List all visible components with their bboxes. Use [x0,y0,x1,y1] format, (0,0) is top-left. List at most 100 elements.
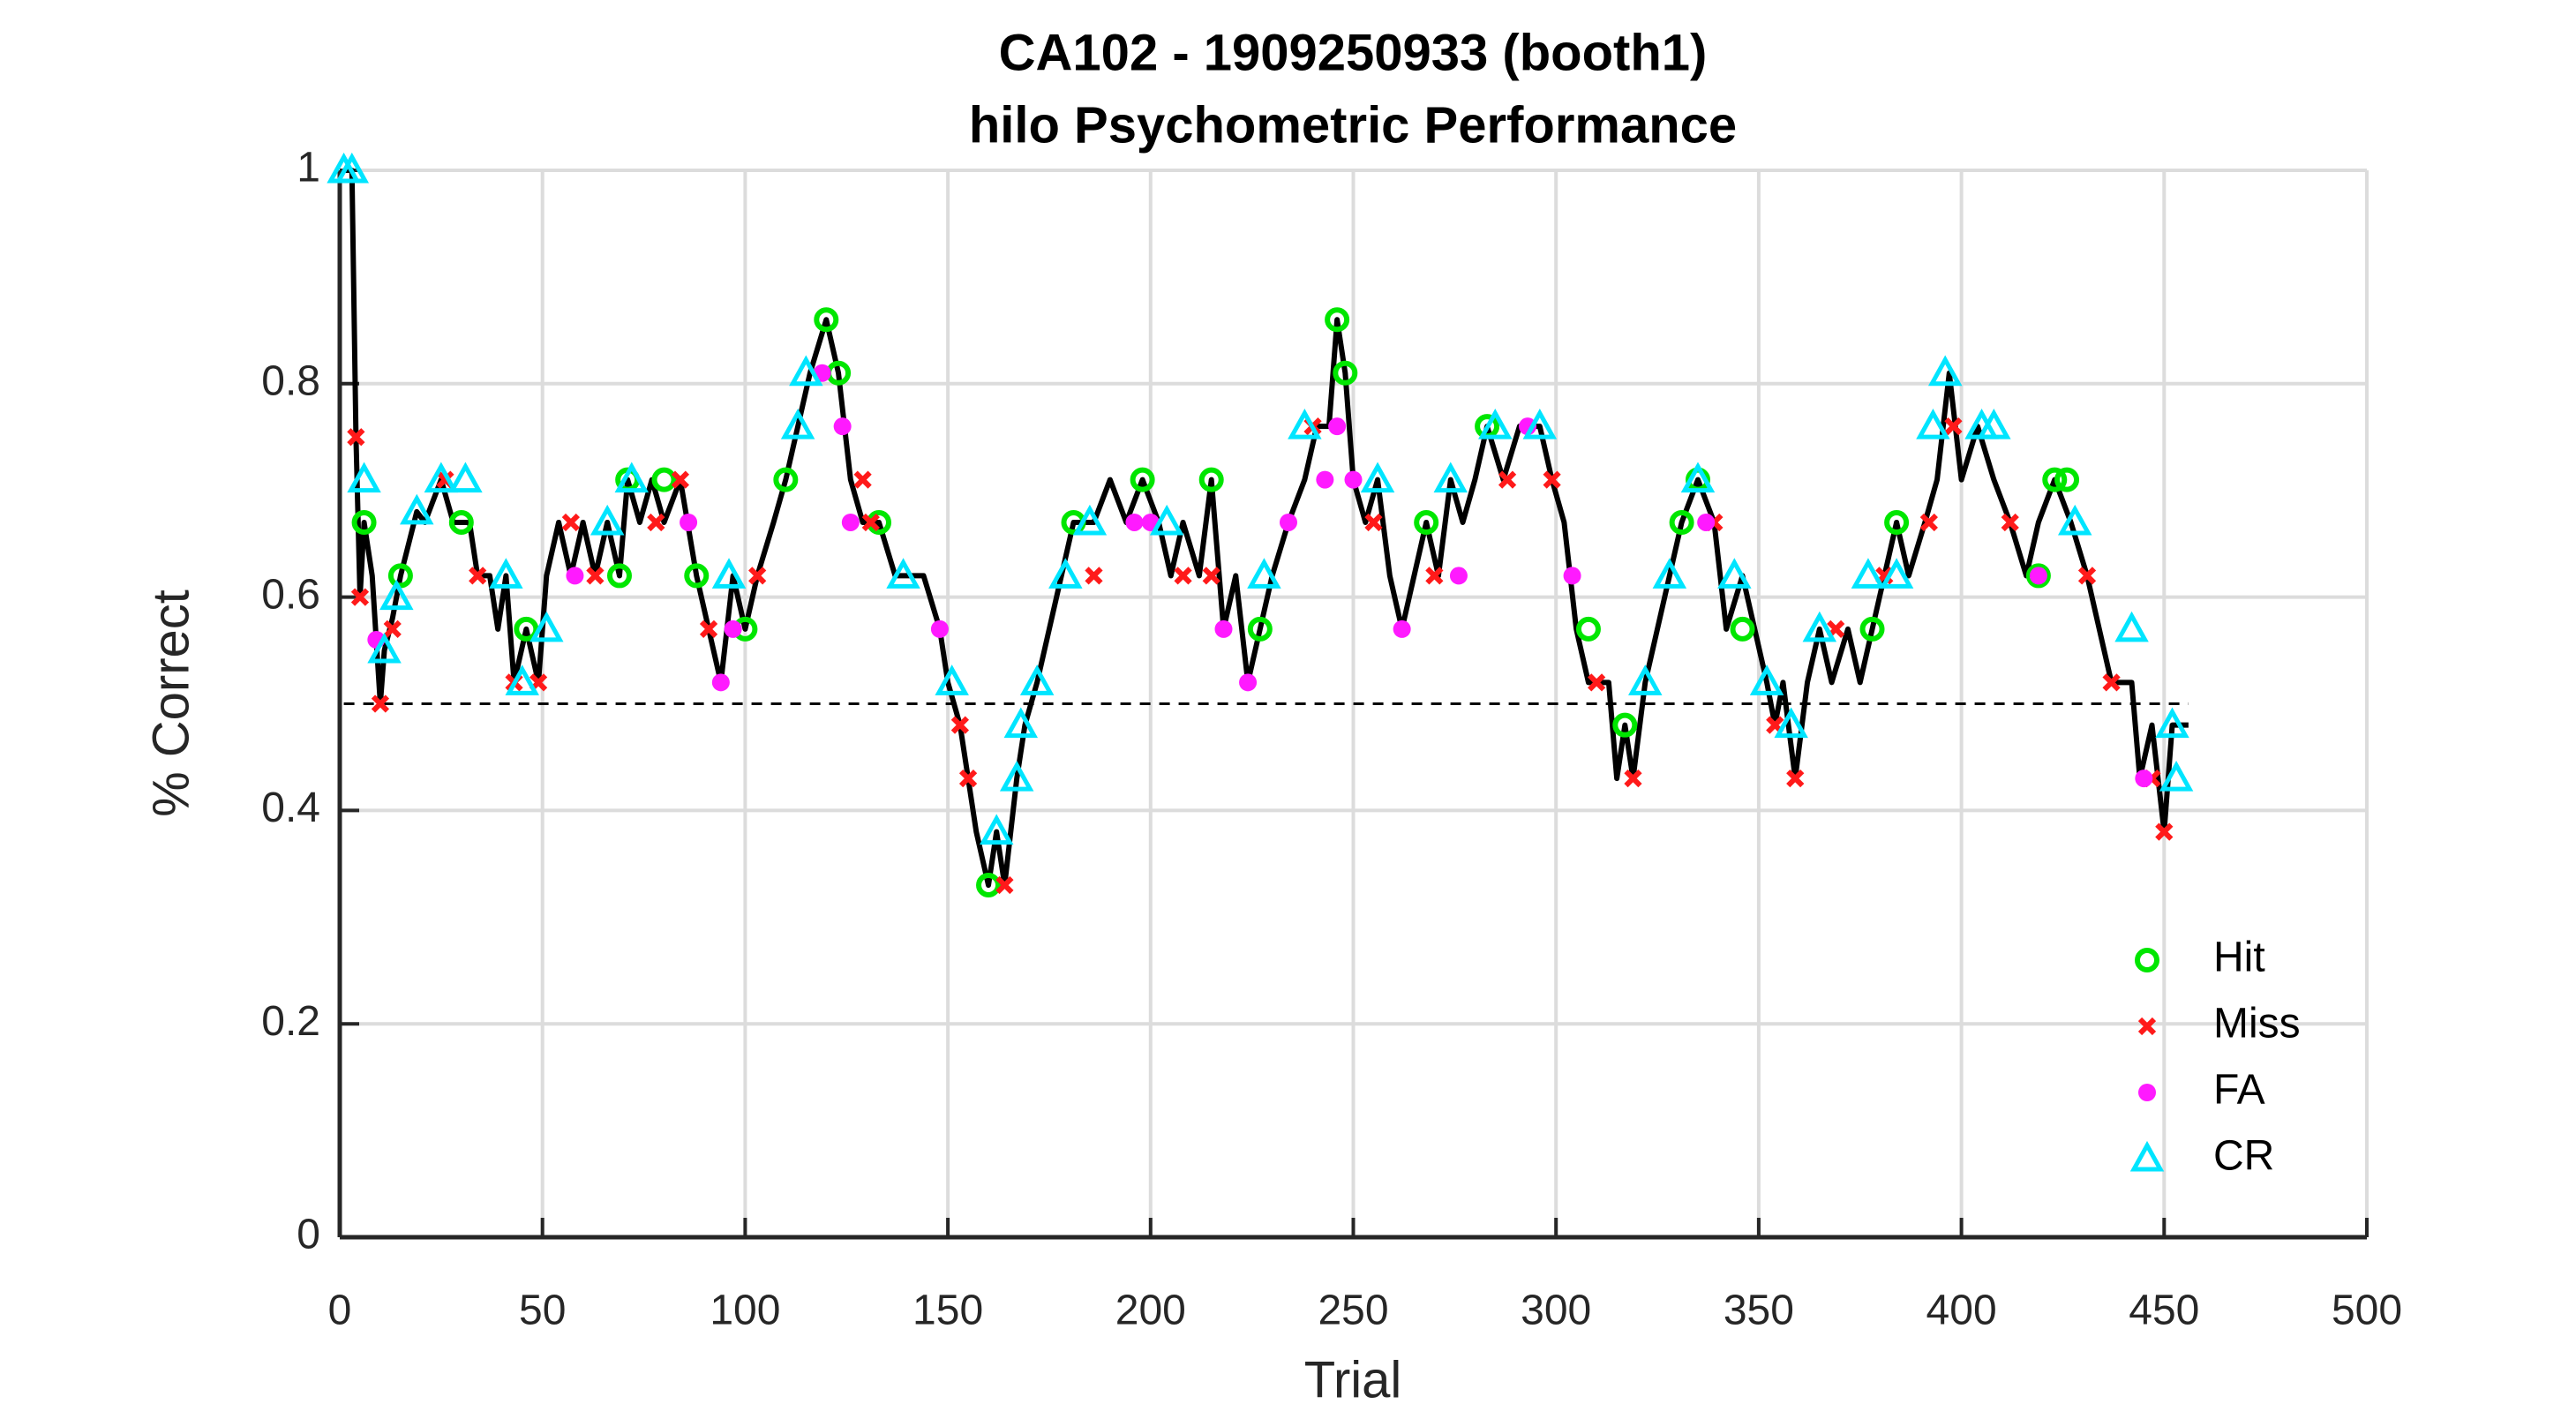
y-tick-label: 0.6 [261,571,320,618]
cr-marker [1977,409,2011,439]
cr-marker [489,558,523,589]
miss-marker [1919,513,1938,532]
legend-marker [2137,1017,2157,1036]
hit-marker [1612,712,1638,738]
legend-label: Hit [2213,935,2265,981]
cr-marker [1019,664,1055,695]
chart-title: CA102 - 1909250933 (booth1) [999,24,1708,81]
x-tick-label: 150 [912,1288,983,1334]
fa-marker [1328,417,1347,436]
hit-marker [1247,616,1273,642]
cr-marker [979,814,1014,845]
miss-marker [671,470,690,489]
miss-marker [748,567,767,585]
hit-marker [2025,563,2051,589]
fa-marker [2029,567,2047,585]
x-tick-label: 100 [710,1288,780,1334]
cr-marker [1628,664,1663,695]
hit-marker [448,509,474,535]
miss-marker [383,619,402,638]
cr-marker [1879,558,1914,589]
cr-marker [1360,462,1395,493]
fa-marker [724,619,742,638]
cr-marker [1749,664,1784,695]
x-tick-label: 0 [328,1288,352,1334]
x-tick-label: 50 [519,1288,566,1334]
cr-marker [448,462,483,493]
chart-subtitle: hilo Psychometric Performance [969,96,1737,154]
cr-marker [400,493,434,525]
cr-marker [367,632,402,664]
cr-marker [1072,504,1108,536]
miss-marker [2077,567,2097,585]
cr-marker [1247,558,1281,589]
fa-marker [1563,567,1581,585]
miss-marker [1624,770,1642,788]
cr-marker [424,462,459,493]
miss-marker [2155,822,2174,841]
miss-marker [469,567,487,585]
miss-marker [853,470,872,489]
fa-marker [566,567,584,585]
cr-marker [505,664,539,695]
hit-marker [1575,616,1601,642]
hit-marker [1414,509,1439,535]
miss-marker [586,567,605,585]
y-tick-label: 0 [297,1212,320,1258]
hit-marker [514,616,539,642]
fa-marker [1344,470,1363,489]
cr-marker [1916,409,1950,439]
cr-marker [347,462,381,493]
x-tick-label: 400 [1926,1288,1997,1334]
miss-marker [2001,513,2019,532]
miss-marker [1944,417,1963,436]
miss-marker [995,875,1014,895]
miss-marker [1174,567,1192,585]
cr-marker [2159,760,2194,792]
cr-marker [1149,504,1184,536]
miss-marker [1202,567,1220,585]
fa-marker [1214,619,1233,638]
x-tick-label: 200 [1115,1288,1186,1334]
miss-marker [699,619,718,638]
hit-marker [387,563,413,589]
y-axis-label: % Correct [142,589,199,817]
fa-marker [1125,513,1144,531]
fa-marker [1697,513,1716,531]
y-tick-label: 0.2 [261,998,320,1045]
cr-marker [2114,611,2149,642]
hit-marker [684,563,710,589]
hit-marker [1198,467,1224,492]
hit-marker [976,873,1002,898]
fa-marker [1316,470,1334,489]
miss-marker [2102,673,2121,692]
legend-label: FA [2213,1067,2265,1114]
fa-marker [1279,513,1297,531]
x-tick-label: 250 [1318,1288,1388,1334]
cr-marker [1774,707,1808,739]
cr-marker [1802,611,1837,642]
miss-marker [647,513,665,532]
x-tick-label: 350 [1724,1288,1794,1334]
hit-marker [606,563,632,589]
cr-marker [999,760,1034,792]
hit-marker [2054,467,2080,492]
miss-marker [1498,470,1517,489]
miss-marker [371,694,390,713]
hit-marker [1669,509,1694,535]
y-tick-label: 1 [297,145,320,191]
cr-marker [886,558,920,589]
fa-marker [833,417,852,436]
cr-marker [1522,409,1558,439]
legend-label: CR [2213,1133,2274,1180]
hit-marker [1130,467,1155,492]
cr-marker [379,579,414,611]
cr-marker [590,504,625,536]
cr-marker [780,409,815,439]
hit-marker [1859,616,1885,642]
cr-marker [1288,409,1322,439]
cr-marker [529,611,564,642]
fa-marker [1393,619,1411,638]
x-tick-label: 300 [1521,1288,1591,1334]
hit-marker [351,509,377,535]
